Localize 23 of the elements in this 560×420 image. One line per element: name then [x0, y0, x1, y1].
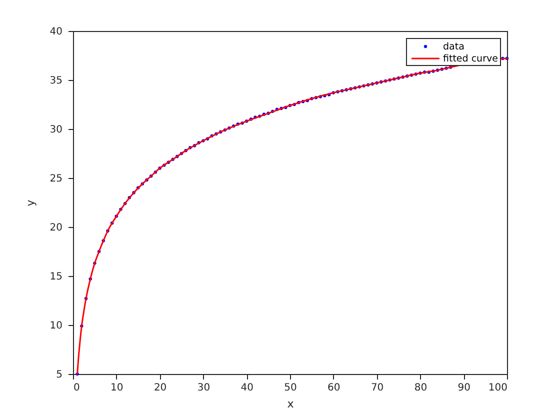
- x-tick-label: 10: [110, 382, 124, 394]
- legend-label: fitted curve: [443, 54, 498, 64]
- x-tick-label: 90: [458, 382, 470, 394]
- y-tick-label: 20: [50, 222, 62, 234]
- y-tick-label: 10: [50, 320, 62, 332]
- x-tick-label: 40: [240, 382, 254, 394]
- y-tick-label: 40: [50, 26, 62, 38]
- x-tick-label: 50: [284, 382, 297, 394]
- y-tick-label: 25: [50, 174, 62, 184]
- x-tick-label: 70: [370, 382, 384, 394]
- y-tick-label: 30: [50, 124, 62, 136]
- y-tick-label: 35: [50, 76, 62, 86]
- x-tick-label: 0: [74, 382, 80, 394]
- x-tick-label: 60: [328, 382, 340, 394]
- y-tick-label: 15: [50, 272, 62, 282]
- x-axis-title: x: [287, 398, 294, 410]
- y-axis-title: y: [24, 199, 37, 206]
- x-tick-label: 80: [414, 382, 428, 394]
- x-tick-label: 100: [488, 382, 508, 394]
- y-tick-label: 5: [56, 370, 62, 380]
- legend-label: data: [443, 42, 464, 52]
- x-tick-label: 30: [197, 382, 210, 394]
- x-tick-label: 20: [154, 382, 167, 394]
